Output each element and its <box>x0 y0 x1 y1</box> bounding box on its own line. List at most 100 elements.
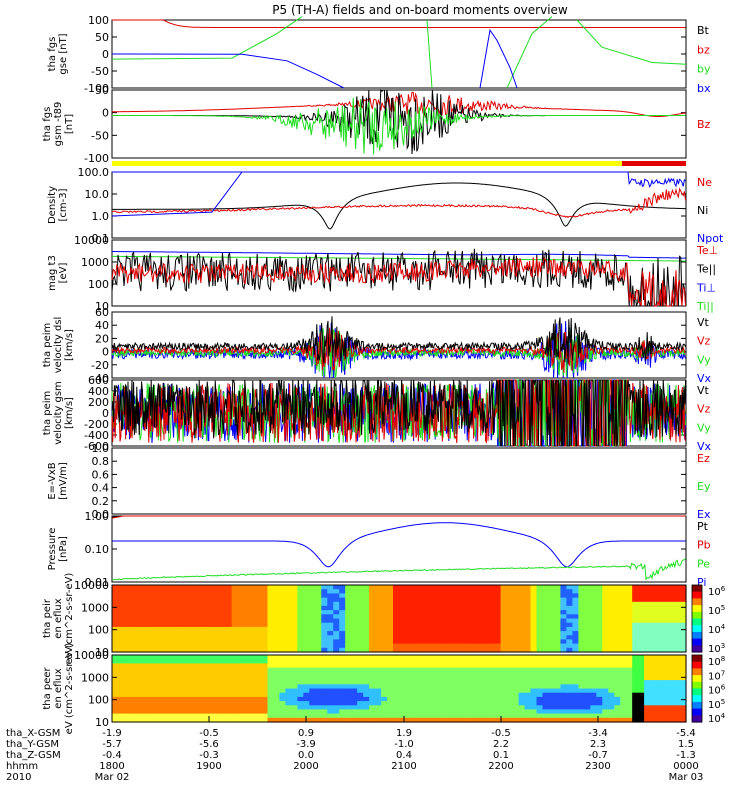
heatmap-cell <box>428 618 436 624</box>
heatmap-cell <box>375 647 382 653</box>
heatmap-cell <box>644 675 651 681</box>
heatmap-cell <box>566 671 573 677</box>
heatmap-cell <box>177 601 185 607</box>
heatmap-cell <box>560 709 567 715</box>
heatmap-cell <box>351 589 358 594</box>
heatmap-cell <box>195 713 203 719</box>
heatmap-cell <box>458 614 466 620</box>
heatmap-cell <box>399 667 406 673</box>
heatmap-cell <box>219 639 227 645</box>
heatmap-cell <box>494 671 502 677</box>
heatmap-cell <box>303 705 310 711</box>
heatmap-cell <box>476 659 484 664</box>
heatmap-cell <box>446 671 454 677</box>
heatmap-cell <box>578 717 585 723</box>
heatmap-cell <box>141 597 149 603</box>
heatmap-cell <box>494 692 502 698</box>
heatmap-cell <box>141 684 149 690</box>
heatmap-cell <box>506 601 514 607</box>
heatmap-cell <box>297 709 304 715</box>
heatmap-cell <box>195 659 203 664</box>
heatmap-cell <box>303 626 310 632</box>
heatmap-cell <box>644 680 651 685</box>
heatmap-cell <box>387 701 394 706</box>
heatmap-cell <box>578 639 585 645</box>
heatmap-cell <box>279 709 286 715</box>
heatmap-cell <box>542 655 550 660</box>
heatmap-cell <box>327 692 334 698</box>
heatmap-cell <box>177 709 185 715</box>
heatmap-cell <box>213 667 221 673</box>
heatmap-cell <box>177 671 185 677</box>
heatmap-cell <box>165 614 173 620</box>
heatmap-cell <box>554 684 562 690</box>
heatmap-cell <box>273 688 280 694</box>
heatmap-cell <box>147 684 155 690</box>
heatmap-cell <box>620 643 627 649</box>
heatmap-cell <box>333 713 340 719</box>
heatmap-cell <box>195 705 203 711</box>
heatmap-cell <box>560 717 567 723</box>
panel-frame <box>111 239 687 307</box>
heatmap-cell <box>351 635 358 641</box>
heatmap-cell <box>596 631 603 636</box>
heatmap-cell <box>118 688 125 694</box>
heatmap-cell <box>363 597 370 603</box>
heatmap-cell <box>165 696 173 702</box>
y-axis-label: tha fgsgsm -t89[nT] <box>42 102 75 147</box>
heatmap-cell <box>237 597 245 603</box>
heatmap-cell <box>638 663 645 669</box>
heatmap-cell <box>614 605 621 611</box>
heatmap-cell <box>464 671 472 677</box>
heatmap-cell <box>225 622 233 628</box>
heatmap-cell <box>602 639 609 645</box>
heatmap-cell <box>566 622 573 628</box>
heatmap-cell <box>476 655 484 660</box>
y-tick-label: 100 <box>88 624 109 637</box>
heatmap-cell <box>482 655 490 660</box>
heatmap-cell <box>542 635 550 641</box>
heatmap-cell <box>112 593 119 599</box>
heatmap-cell <box>500 692 508 698</box>
heatmap-cell <box>458 659 466 664</box>
heatmap-cell <box>309 589 316 594</box>
heatmap-cell <box>297 639 304 645</box>
heatmap-cell <box>363 631 370 636</box>
heatmap-cell <box>566 675 573 681</box>
heatmap-cell <box>602 622 609 628</box>
heatmap-cell <box>422 671 430 677</box>
heatmap-cell <box>279 626 286 632</box>
heatmap-cell <box>201 631 209 636</box>
heatmap-cell <box>578 643 585 649</box>
heatmap-cell <box>464 585 472 590</box>
heatmap-cell <box>339 618 346 624</box>
heatmap-cell <box>213 717 221 723</box>
heatmap-cell <box>656 655 663 660</box>
heatmap-cell <box>165 692 173 698</box>
heatmap-cell <box>147 659 155 664</box>
heatmap-cell <box>656 667 663 673</box>
heatmap-cell <box>339 713 346 719</box>
heatmap-cell <box>470 659 478 664</box>
heatmap-cell <box>291 597 298 603</box>
heatmap-cell <box>494 659 502 664</box>
heatmap-cell <box>375 655 382 660</box>
heatmap-cell <box>411 688 418 694</box>
heatmap-cell <box>464 688 472 694</box>
panel-frame <box>111 311 687 379</box>
heatmap-cell <box>674 667 681 673</box>
heatmap-cell <box>285 622 292 628</box>
heatmap-cell <box>476 671 484 677</box>
heatmap-cell <box>626 635 633 641</box>
heatmap-cell <box>620 614 627 620</box>
heatmap-cell <box>345 593 352 599</box>
heatmap-cell <box>662 705 669 711</box>
heatmap-cell <box>494 713 502 719</box>
heatmap-cell <box>135 635 143 641</box>
heatmap-cell <box>381 585 388 590</box>
heatmap-cell <box>213 639 221 645</box>
heatmap-cell <box>566 713 573 719</box>
heatmap-cell <box>470 696 478 702</box>
heatmap-cell <box>141 635 149 641</box>
heatmap-cell <box>662 626 669 632</box>
